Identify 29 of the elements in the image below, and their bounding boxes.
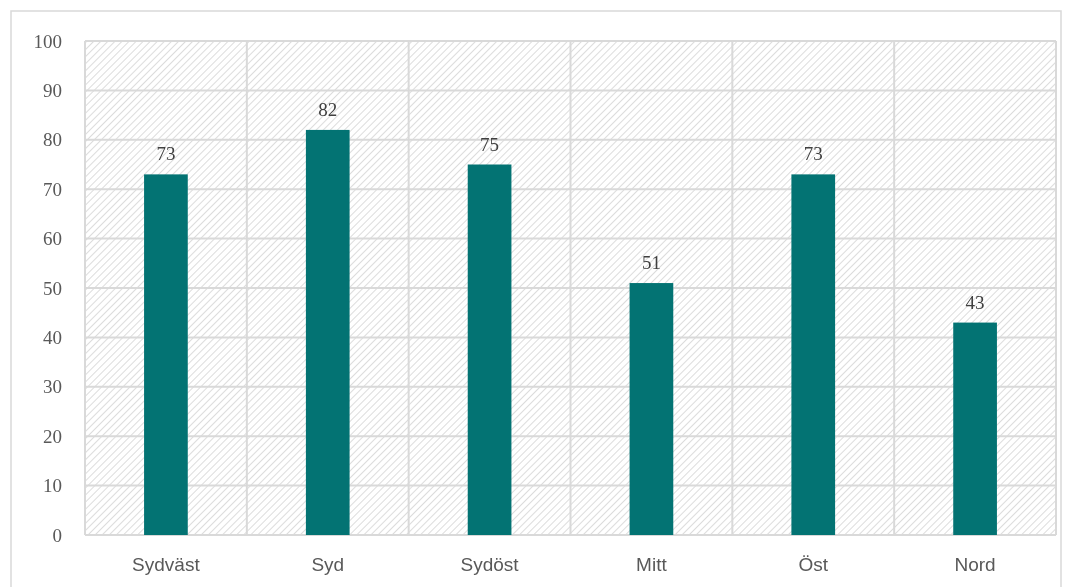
y-tick-label: 10 <box>43 475 62 497</box>
x-tick-label: Sydöst <box>460 554 520 575</box>
y-tick-label: 40 <box>43 327 62 349</box>
x-tick-label: Mitt <box>636 554 668 575</box>
x-tick-label: Öst <box>798 554 829 575</box>
bar <box>629 283 674 535</box>
y-tick-label: 60 <box>43 228 62 250</box>
data-label: 73 <box>803 143 823 165</box>
x-tick-label: Nord <box>954 554 996 575</box>
y-tick-label: 80 <box>43 129 62 151</box>
y-tick-label: 70 <box>43 178 62 200</box>
y-tick-label: 0 <box>52 524 62 546</box>
data-label: 82 <box>318 98 338 120</box>
data-label: 73 <box>156 143 176 165</box>
y-tick-label: 50 <box>43 277 62 299</box>
x-tick-label: Syd <box>311 554 345 575</box>
y-tick-label: 30 <box>43 376 62 398</box>
bar <box>467 164 512 535</box>
data-label: 51 <box>641 252 661 274</box>
bar <box>953 322 997 535</box>
data-label: 43 <box>965 291 985 313</box>
data-label: 75 <box>480 133 500 155</box>
y-tick-label: 20 <box>43 425 62 447</box>
x-tick-label: Sydväst <box>132 554 201 575</box>
bar <box>305 129 350 535</box>
bar <box>791 174 836 535</box>
bar <box>144 174 188 535</box>
y-tick-label: 100 <box>33 30 62 52</box>
y-tick-label: 90 <box>43 80 62 102</box>
